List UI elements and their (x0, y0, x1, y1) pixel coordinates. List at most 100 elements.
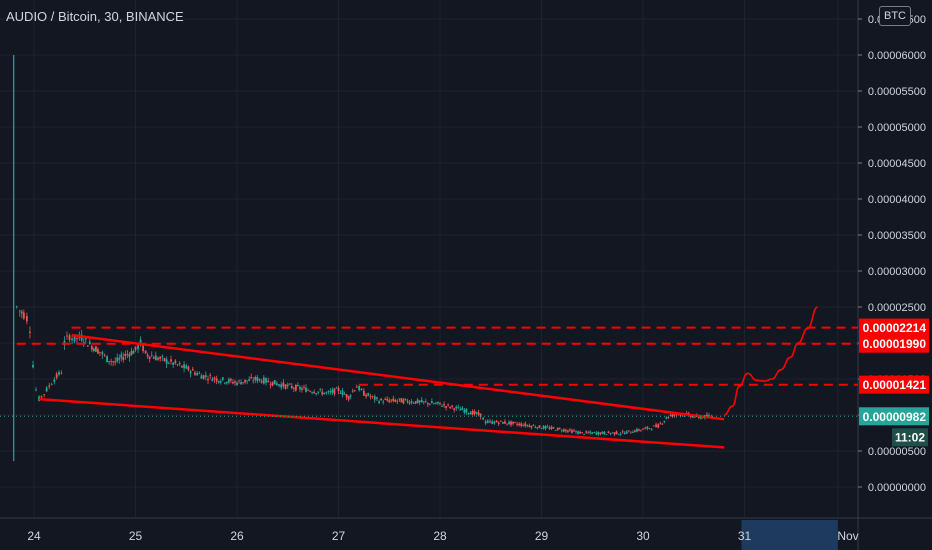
candle-body (633, 430, 636, 433)
candle-body (112, 361, 115, 363)
candle-body (508, 421, 510, 424)
candle-body (453, 408, 456, 411)
candle-body (623, 432, 626, 435)
candle-body (489, 420, 491, 422)
horizontal-levels[interactable] (16, 326, 858, 386)
candle-body (566, 430, 569, 432)
candle-body (139, 339, 142, 345)
candle-body (221, 377, 224, 380)
candle-body (150, 355, 153, 357)
candle-body (38, 396, 40, 401)
candle-body (640, 429, 642, 431)
candle-body (371, 395, 374, 397)
x-axis-tick-label: 31 (738, 529, 752, 543)
price-badges: 0.00002214 0.00001990 0.00001421 0.00000982… (859, 318, 929, 447)
candle-body (392, 398, 395, 402)
candle-body (504, 421, 506, 424)
currency-badge[interactable]: BTC (879, 6, 911, 26)
candle-body (365, 394, 367, 397)
candle-body (402, 399, 405, 404)
candle-body (88, 341, 91, 345)
candle-body (386, 398, 389, 401)
candle-body (321, 391, 324, 395)
level-price-badge: 0.00001421 (859, 375, 929, 394)
candle-body (202, 375, 205, 379)
candle-body (585, 431, 588, 433)
y-axis-tick-label: 0.00005000 (868, 122, 926, 134)
candle-body (351, 391, 354, 393)
candle-body (157, 357, 159, 360)
candle-body (617, 433, 620, 435)
trendline[interactable] (38, 397, 725, 449)
candle-body (189, 371, 192, 374)
candle-body (244, 379, 247, 383)
candle-body (544, 426, 547, 429)
candle-body (282, 382, 285, 387)
candle-body (609, 433, 612, 435)
x-axis-tick-label: 26 (230, 529, 244, 543)
candle-body (181, 365, 183, 368)
candle-body (194, 372, 196, 375)
candle-body (473, 411, 476, 414)
candle-body (512, 421, 514, 424)
candle-body (560, 430, 563, 432)
level-price-badge-bg (859, 334, 929, 353)
candle-body (522, 425, 525, 427)
trendlines[interactable] (38, 333, 725, 449)
projection-path[interactable] (723, 306, 818, 416)
candle-body (217, 381, 220, 383)
candle-body (486, 420, 489, 423)
candle-body (286, 384, 289, 387)
candle-body (599, 432, 602, 435)
candle-body (530, 425, 533, 428)
candle-body (360, 388, 363, 391)
candle-body (337, 388, 340, 392)
candle-body (369, 396, 372, 398)
candle-body (398, 398, 401, 400)
candle-body (613, 432, 616, 435)
candle-body (550, 426, 553, 429)
candle-body (225, 381, 228, 384)
candle-body (86, 345, 89, 347)
candle-body (196, 373, 199, 376)
candle-body (577, 431, 579, 434)
y-axis-tick-label: 0.00004500 (868, 158, 926, 170)
candle-body (227, 379, 230, 383)
candle-body (323, 392, 326, 395)
candle-body (699, 417, 702, 419)
x-axis[interactable]: 24 25 26 27 28 29 30 31 Nov (27, 529, 858, 543)
candle-body (671, 413, 674, 417)
candle-body (355, 386, 358, 388)
y-axis-tick-label: 0.00000000 (868, 482, 926, 494)
x-axis-tick-label: 24 (27, 529, 41, 543)
candle-body (689, 415, 692, 418)
countdown-label: 11:02 (895, 430, 925, 444)
candle-body (534, 427, 537, 429)
candle-body (290, 385, 293, 389)
candle-body (53, 379, 56, 382)
candle-body (650, 429, 653, 430)
level-price-badge-bg (859, 375, 929, 394)
candle-body (288, 383, 291, 385)
candle-body (657, 424, 660, 428)
candle-body (554, 430, 557, 431)
candle-body (493, 421, 496, 424)
candle-body (311, 392, 314, 394)
candle-body (22, 312, 25, 319)
trendline[interactable] (71, 333, 725, 421)
candle-body (495, 420, 498, 423)
candle-body (278, 384, 280, 386)
candle-body (99, 351, 101, 353)
candle-body (299, 387, 301, 390)
candle-body (152, 357, 155, 359)
candle-body (187, 366, 190, 371)
candle-body (459, 409, 462, 411)
candle-body (159, 357, 162, 359)
candle-body (238, 380, 240, 382)
current-price-badge: 0.00000982 (859, 407, 929, 426)
candle-body (258, 378, 261, 381)
candle-body (589, 431, 592, 433)
candle-body (648, 428, 651, 429)
candle-body (176, 364, 179, 366)
